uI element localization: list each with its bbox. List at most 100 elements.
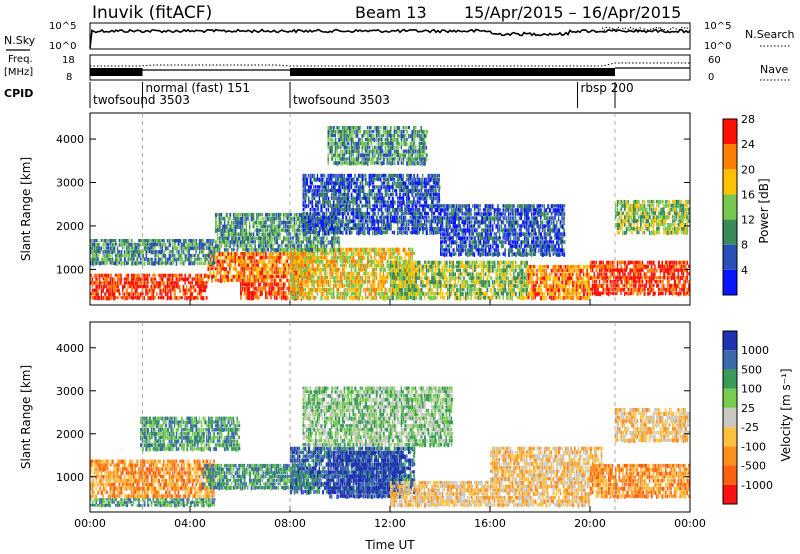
cell: [398, 181, 401, 186]
cell: [341, 200, 344, 205]
cell: [550, 272, 553, 277]
cell: [372, 230, 374, 236]
cell: [663, 287, 665, 291]
cell: [302, 204, 305, 208]
cell: [673, 276, 676, 281]
cell: [411, 284, 413, 288]
cell: [554, 288, 556, 292]
cell: [334, 271, 337, 275]
cell: [402, 200, 405, 205]
cell: [498, 272, 502, 277]
cell: [232, 267, 235, 271]
cell: [334, 283, 337, 288]
cell: [240, 216, 242, 221]
cell: [568, 292, 571, 296]
cell: [186, 296, 188, 301]
cell: [393, 200, 396, 205]
cell: [203, 273, 207, 278]
cell: [341, 255, 344, 260]
cell: [334, 219, 337, 224]
cell: [356, 259, 358, 265]
cell: [248, 232, 251, 237]
cell: [300, 255, 303, 260]
cell: [584, 284, 587, 288]
cell: [481, 260, 483, 265]
cell: [264, 263, 267, 267]
cell: [566, 292, 569, 296]
cell: [347, 189, 349, 194]
cell: [282, 274, 285, 279]
cell: [288, 244, 291, 249]
cell: [259, 224, 262, 228]
cell: [102, 242, 105, 247]
cell: [232, 274, 235, 280]
cell: [281, 252, 283, 256]
cell: [320, 192, 323, 197]
cell: [441, 276, 445, 280]
cell: [652, 291, 655, 297]
cell: [325, 259, 328, 264]
cell: [379, 192, 381, 197]
cell: [259, 252, 262, 256]
cell: [409, 280, 412, 285]
cell: [475, 276, 478, 280]
cell: [309, 185, 312, 189]
cell: [309, 208, 311, 212]
cell: [318, 227, 321, 232]
cell: [416, 185, 419, 189]
cell: [443, 260, 445, 266]
cell: [143, 239, 146, 243]
cell: [409, 181, 412, 186]
cell: [447, 288, 449, 292]
cell: [300, 220, 303, 224]
cell: [443, 232, 446, 236]
cell: [203, 288, 206, 293]
cell: [90, 261, 92, 266]
cell: [373, 230, 376, 236]
cell: [506, 276, 508, 280]
cell: [298, 216, 301, 221]
cell: [365, 177, 367, 183]
cell: [236, 220, 238, 226]
cell: [513, 288, 515, 293]
cell: [95, 292, 98, 297]
cell: [291, 251, 294, 256]
cell: [606, 260, 608, 265]
cell: [507, 280, 510, 285]
cell: [616, 283, 619, 288]
cell: [259, 212, 261, 217]
cell: [327, 196, 330, 201]
cell: [313, 208, 316, 212]
cell: [481, 272, 483, 277]
cell: [407, 255, 410, 260]
cell: [390, 227, 392, 231]
cell: [304, 227, 306, 232]
cell: [255, 267, 258, 272]
cell: [409, 247, 411, 252]
cell: [648, 283, 651, 289]
cell: [213, 253, 215, 258]
cell: [420, 189, 423, 193]
cell: [350, 259, 353, 265]
cell: [411, 215, 414, 219]
cell: [220, 228, 223, 233]
cell: [241, 216, 244, 222]
cell: [306, 230, 308, 236]
cell: [127, 261, 130, 265]
cell: [307, 212, 310, 217]
cell: [323, 189, 327, 193]
cell: [377, 173, 380, 178]
cell: [459, 284, 462, 288]
cell: [411, 200, 414, 205]
cell: [350, 200, 353, 204]
cell: [134, 246, 137, 251]
cell: [443, 252, 446, 257]
cell: [538, 284, 540, 289]
cell: [354, 263, 357, 268]
cell: [372, 247, 375, 253]
cell: [316, 173, 319, 178]
cell: [663, 268, 665, 273]
cell: [652, 276, 655, 281]
cell: [368, 173, 371, 179]
cell: [159, 261, 162, 266]
